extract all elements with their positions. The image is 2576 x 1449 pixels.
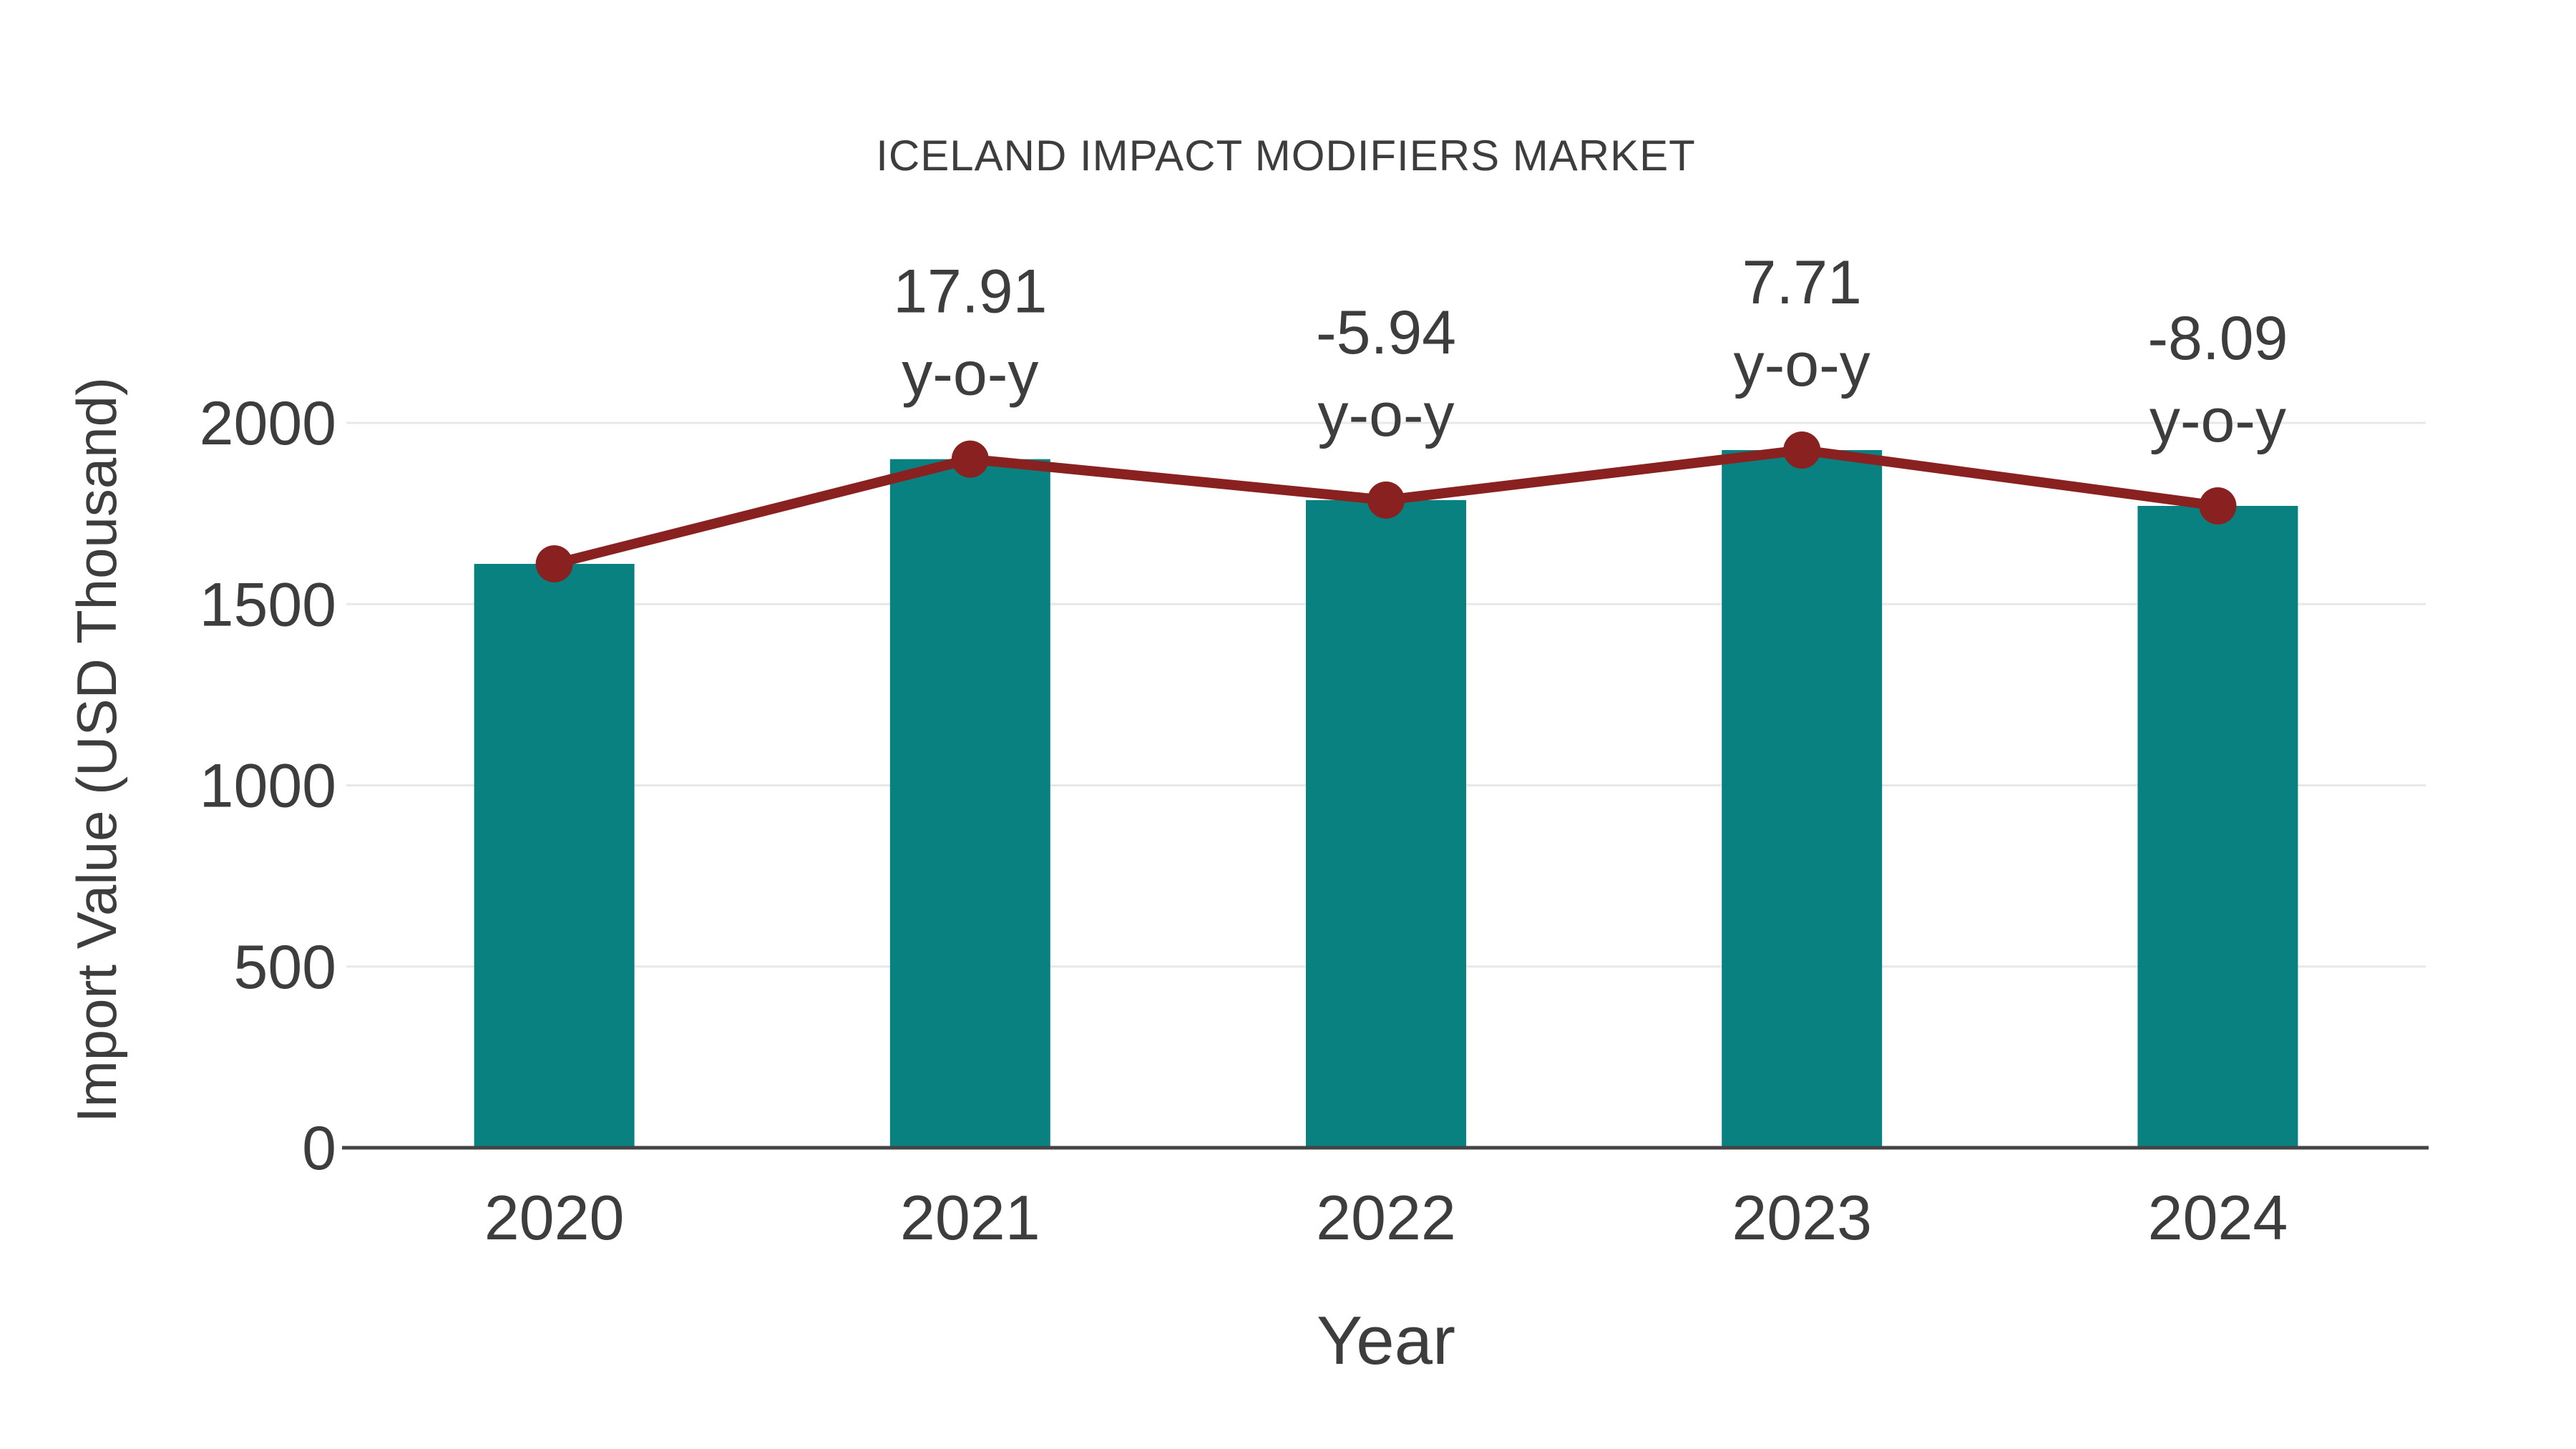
yoy-suffix-2021: y-o-y: [902, 340, 1038, 409]
line-marker-2023: [1783, 431, 1821, 469]
line-marker-2020: [535, 545, 573, 583]
x-category-label-2024: 2024: [2148, 1182, 2288, 1253]
y-tick-label-2000: 2000: [200, 389, 336, 458]
yoy-value-2022: -5.94: [1316, 298, 1456, 367]
bar-2021: [889, 459, 1050, 1148]
yoy-value-2021: 17.91: [893, 258, 1047, 326]
y-axis-title: Import Value (USD Thousand): [65, 377, 128, 1123]
annotations-layer: 17.91 y-o-y -5.94 y-o-y 7.71 y-o-y -8.09 y-o-y: [893, 248, 2288, 455]
yoy-suffix-2023: y-o-y: [1734, 331, 1870, 399]
y-tick-label-1000: 1000: [200, 752, 336, 821]
chart-title: ICELAND IMPACT MODIFIERS MARKET: [876, 132, 1696, 180]
bar-2020: [474, 564, 635, 1148]
y-tick-label-1500: 1500: [200, 570, 336, 639]
x-category-label-2020: 2020: [484, 1182, 625, 1253]
line-marker-2021: [951, 440, 989, 478]
yoy-annotation-2023: 7.71 y-o-y: [1734, 248, 1870, 399]
x-category-label-2023: 2023: [1732, 1182, 1872, 1253]
bar-series-layer: [474, 449, 2298, 1148]
bar-2024: [2137, 505, 2298, 1148]
yoy-annotation-2024: -8.09 y-o-y: [2147, 304, 2288, 455]
yoy-annotation-2021: 17.91 y-o-y: [893, 258, 1047, 409]
yoy-suffix-2024: y-o-y: [2150, 386, 2286, 455]
bar-2023: [1722, 449, 1883, 1148]
yoy-suffix-2022: y-o-y: [1317, 381, 1454, 449]
x-axis-title: Year: [1317, 1302, 1455, 1379]
yoy-annotation-2022: -5.94 y-o-y: [1316, 298, 1456, 449]
x-category-label-2021: 2021: [900, 1182, 1040, 1253]
line-marker-2024: [2199, 487, 2237, 525]
bar-2022: [1306, 499, 1466, 1148]
line-marker-2022: [1367, 481, 1405, 519]
yoy-value-2023: 7.71: [1742, 248, 1862, 317]
y-tick-label-500: 500: [234, 933, 337, 1002]
yoy-value-2024: -8.09: [2147, 304, 2288, 373]
line-series-layer: [535, 431, 2237, 583]
tick-labels-layer: 0 500 1000 1500 2000 2020 2021 2022 2023 2024: [200, 389, 2288, 1253]
x-category-label-2022: 2022: [1316, 1182, 1456, 1253]
y-tick-label-0: 0: [302, 1114, 336, 1183]
